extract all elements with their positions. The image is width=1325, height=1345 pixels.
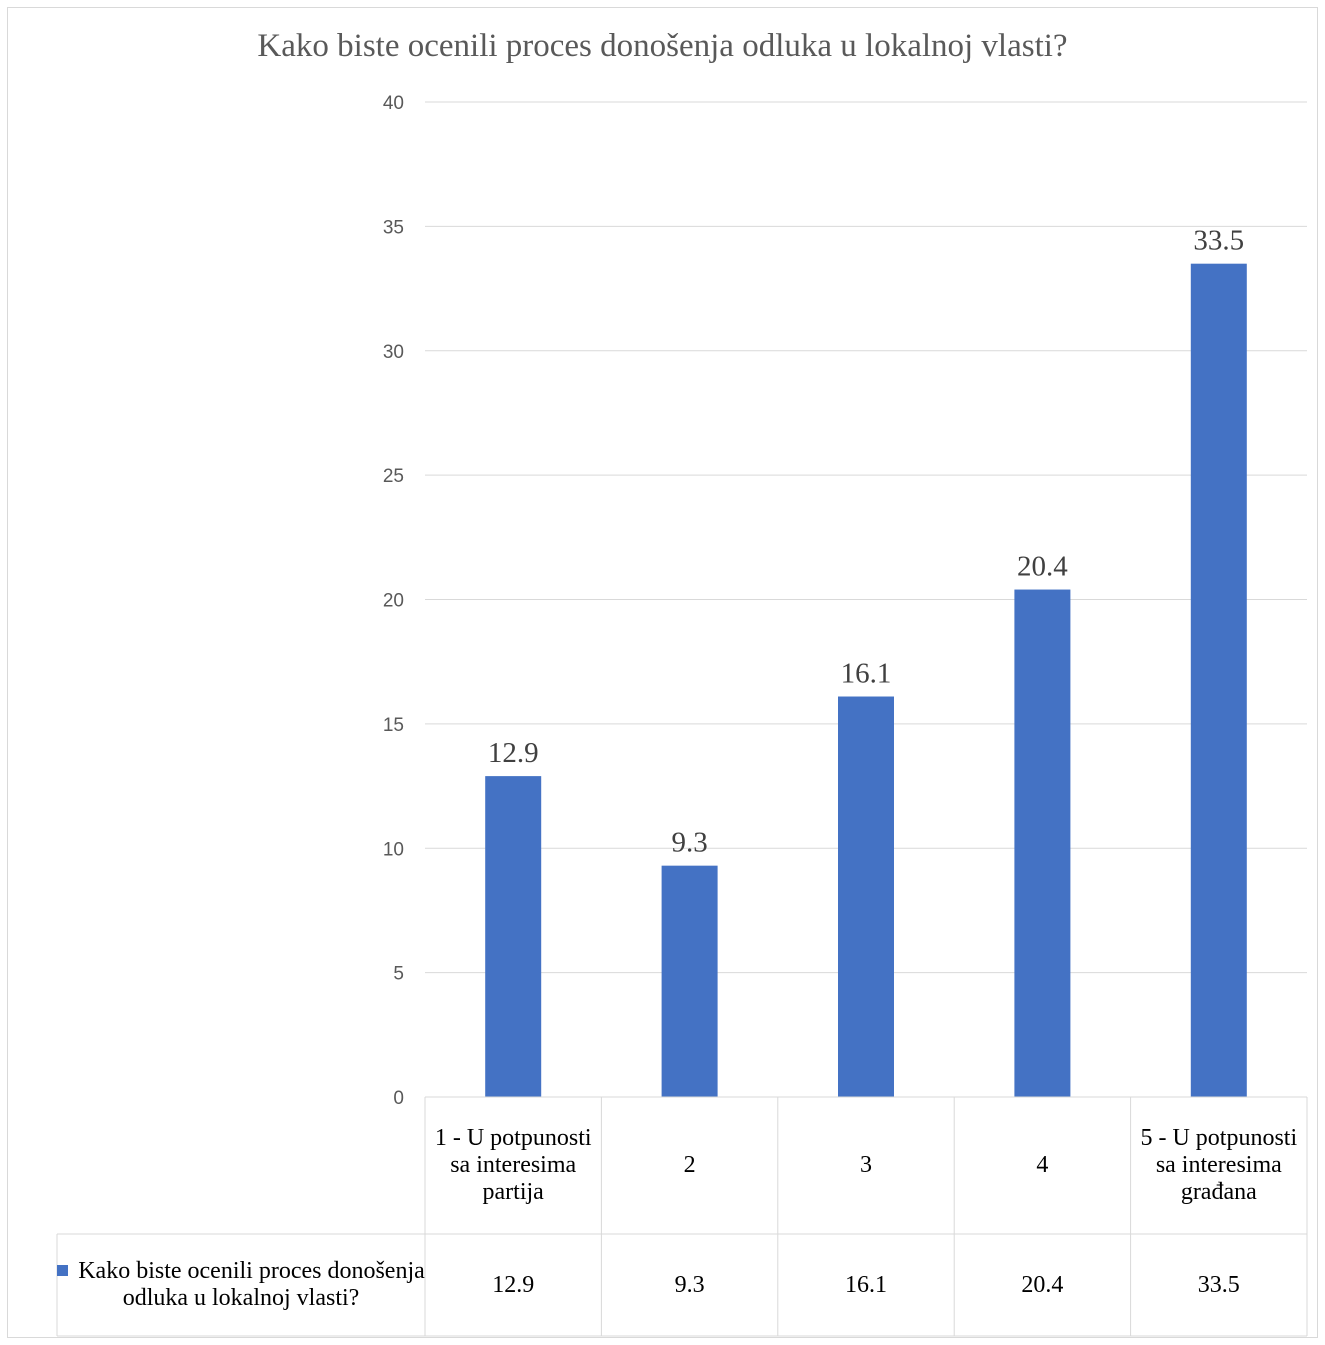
y-tick-label: 25 xyxy=(383,466,404,487)
chart-frame xyxy=(7,7,1318,1338)
y-tick-label: 5 xyxy=(393,964,404,985)
table-value-cell: 16.1 xyxy=(844,1271,887,1298)
data-label: 16.1 xyxy=(841,658,892,690)
table-category-cell: 3 xyxy=(859,1152,872,1179)
bar xyxy=(838,696,894,1097)
table-series-cell: Kako biste ocenili proces donošenja odlu… xyxy=(57,1234,425,1336)
table-value-cell: 12.9 xyxy=(492,1271,535,1298)
bar xyxy=(485,776,542,1097)
table-category-cell: 2 xyxy=(683,1152,696,1179)
bar xyxy=(1014,589,1071,1097)
data-label: 33.5 xyxy=(1193,225,1244,257)
bar xyxy=(1190,263,1247,1097)
data-label: 12.9 xyxy=(488,737,539,769)
y-tick-label: 40 xyxy=(383,93,404,114)
table-category-cell: 1 - U potpunosti sa interesima partija xyxy=(434,1125,592,1205)
bar xyxy=(661,865,718,1097)
y-tick-label: 10 xyxy=(383,839,404,860)
table-category-cell: 5 - U potpunosti sa interesima građana xyxy=(1140,1125,1298,1205)
data-label: 9.3 xyxy=(671,827,707,859)
y-tick-label: 35 xyxy=(383,217,404,238)
table-value-cell: 20.4 xyxy=(1021,1271,1064,1298)
table-category-cell: 4 xyxy=(1036,1152,1049,1179)
data-label: 20.4 xyxy=(1017,551,1068,583)
table-value-cell: 33.5 xyxy=(1197,1271,1240,1298)
y-tick-label: 20 xyxy=(383,591,404,612)
legend-key xyxy=(57,1265,69,1277)
chart-title: Kako biste ocenili proces donošenja odlu… xyxy=(257,28,1068,64)
y-tick-label: 0 xyxy=(393,1088,404,1109)
y-tick-label: 15 xyxy=(383,715,404,736)
legend-series-name: Kako biste ocenili proces donošenja odlu… xyxy=(78,1258,425,1311)
y-tick-label: 30 xyxy=(383,342,404,363)
table-value-cell: 9.3 xyxy=(674,1271,705,1298)
